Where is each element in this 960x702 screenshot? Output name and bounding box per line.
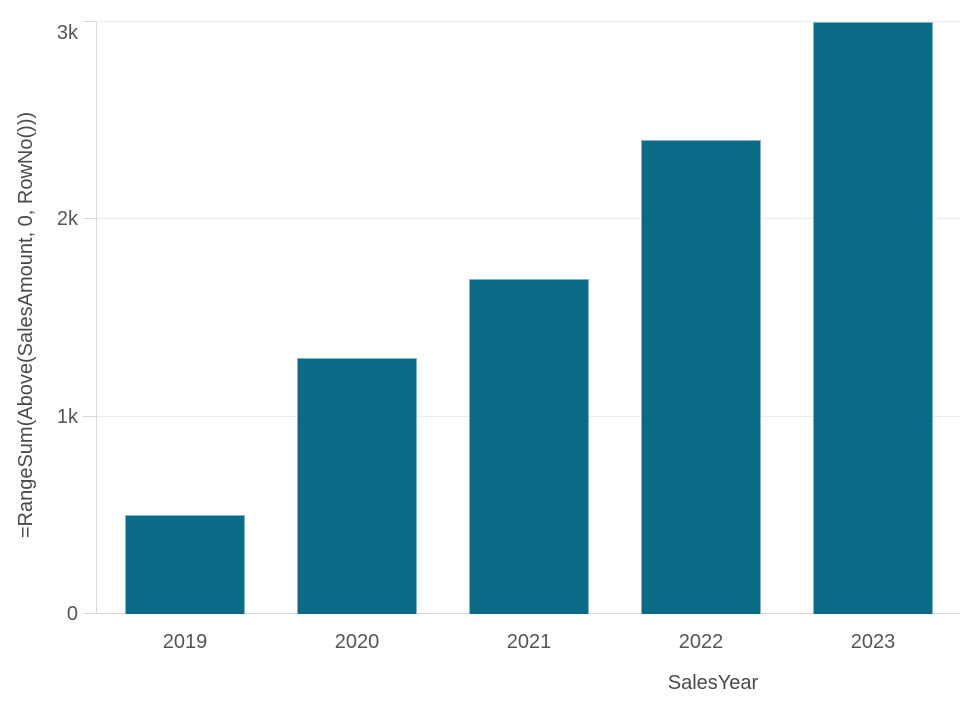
y-gridline [96,218,960,220]
y-tick-mark [83,613,96,614]
bar-2021[interactable] [469,278,589,614]
x-tick-label: 2021 [506,631,552,653]
x-tick-label: 2020 [334,631,380,653]
y-axis-title: =RangeSum(Above(SalesAmount, 0, RowNo())… [15,111,37,539]
y-gridline [96,21,960,23]
x-tick-label: 2019 [162,631,208,653]
y-tick-label: 2k [56,208,78,231]
bar-2023[interactable] [813,22,933,614]
x-tick-label: 2023 [850,631,896,653]
bar-2019[interactable] [125,515,245,614]
y-tick-mark [83,21,96,23]
y-tick-label: 1k [56,405,78,428]
x-axis-title: SalesYear [667,672,759,694]
y-tick-label: 0 [66,603,78,625]
bar-2022[interactable] [641,140,761,614]
y-tick-mark [83,218,96,220]
y-tick-mark [83,415,96,417]
x-tick-label: 2022 [678,631,724,653]
y-tick-label: 3k [56,22,78,44]
bar-2020[interactable] [297,357,417,614]
y-axis-line [96,22,97,614]
